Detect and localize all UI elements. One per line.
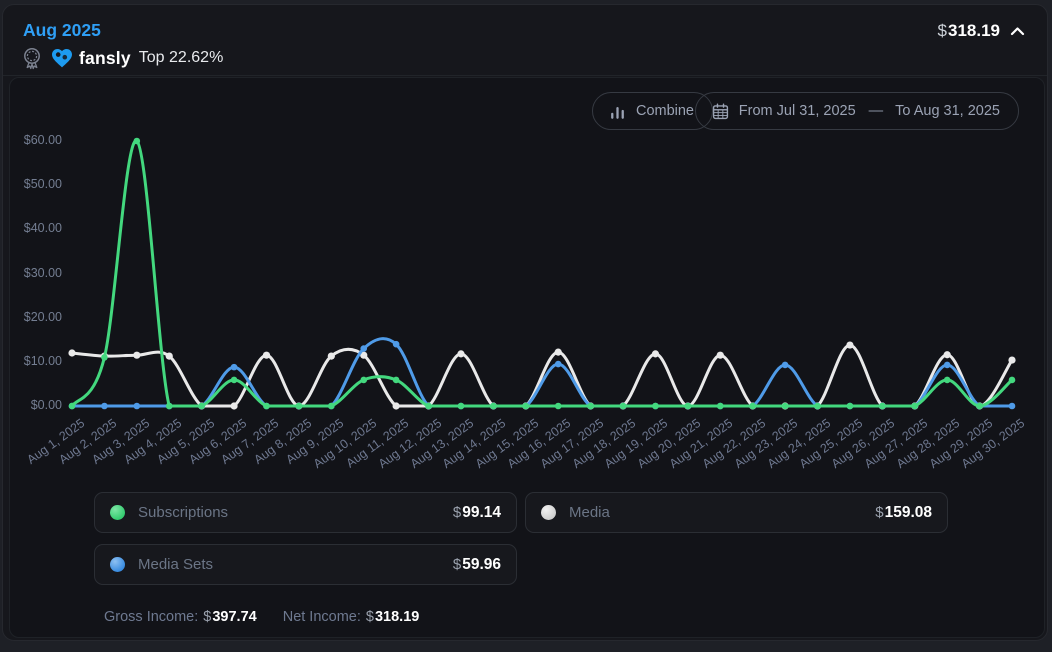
legend-color-dot — [110, 557, 125, 572]
month-total-symbol: $ — [937, 21, 947, 40]
income-summary: Gross Income: $ 397.74 Net Income: $ 318… — [104, 609, 419, 625]
date-range-dash: — — [868, 103, 883, 119]
medal-icon — [21, 46, 43, 70]
month-label: Aug 2025 — [23, 20, 101, 40]
month-earnings-card: Aug 2025 fans — [2, 4, 1048, 641]
date-range-button[interactable]: From Jul 31, 2025 — To Aug 31, 2025 — [694, 92, 1019, 130]
legend-value: $159.08 — [875, 503, 932, 521]
fansly-logo-icon — [49, 46, 75, 70]
series-media-sets — [68, 337, 1016, 410]
card-header: Aug 2025 fans — [3, 5, 1047, 76]
legend-label: Subscriptions — [138, 504, 229, 521]
series-media — [68, 341, 1016, 410]
y-axis-tick-label: $10.00 — [23, 353, 62, 368]
date-from-label: From Jul 31, 2025 — [738, 103, 856, 119]
legend-color-dot — [110, 505, 125, 520]
y-axis-tick-label: $20.00 — [23, 309, 62, 324]
net-income-stat: Net Income: $ 318.19 — [282, 609, 420, 625]
date-to-label: To Aug 31, 2025 — [895, 103, 1000, 119]
series-subscriptions — [68, 137, 1016, 410]
legend-item-media[interactable]: Media $159.08 — [525, 492, 948, 533]
y-axis-tick-label: $40.00 — [23, 221, 62, 236]
chart-plot-svg — [68, 137, 1016, 410]
month-total: $ 318.19 — [938, 21, 1025, 41]
month-total-value: 318.19 — [948, 21, 1000, 40]
collapse-chevron-icon[interactable] — [1010, 26, 1025, 36]
legend-item-media-sets[interactable]: Media Sets $59.96 — [94, 544, 517, 585]
combine-button[interactable]: Combine — [591, 92, 713, 130]
gross-income-stat: Gross Income: $ 397.74 — [104, 609, 257, 625]
chart-panel: Combine From Jul 31, 2025 — To Aug 31, 2… — [9, 77, 1045, 638]
legend-value: $59.96 — [452, 555, 501, 573]
legend-value: $99.14 — [452, 503, 501, 521]
y-axis-tick-label: $30.00 — [23, 265, 62, 280]
combine-label: Combine — [635, 103, 694, 119]
platform-badge-row: fansly Top 22.62% — [21, 45, 223, 71]
legend-color-dot — [541, 505, 556, 520]
brand-name: fansly — [79, 47, 131, 68]
creator-rank-text: Top 22.62% — [138, 49, 224, 66]
bar-chart-icon — [608, 102, 627, 121]
legend-label: Media — [569, 504, 610, 521]
chart-legend: Subscriptions $99.14 Media $159.08 Media Set… — [94, 492, 948, 585]
y-axis-tick-label: $50.00 — [23, 177, 62, 192]
y-axis-tick-label: $60.00 — [23, 133, 62, 147]
y-axis-tick-label: $0.00 — [30, 398, 62, 412]
calendar-icon — [711, 102, 730, 121]
legend-item-subscriptions[interactable]: Subscriptions $99.14 — [94, 492, 517, 533]
legend-label: Media Sets — [138, 556, 214, 573]
